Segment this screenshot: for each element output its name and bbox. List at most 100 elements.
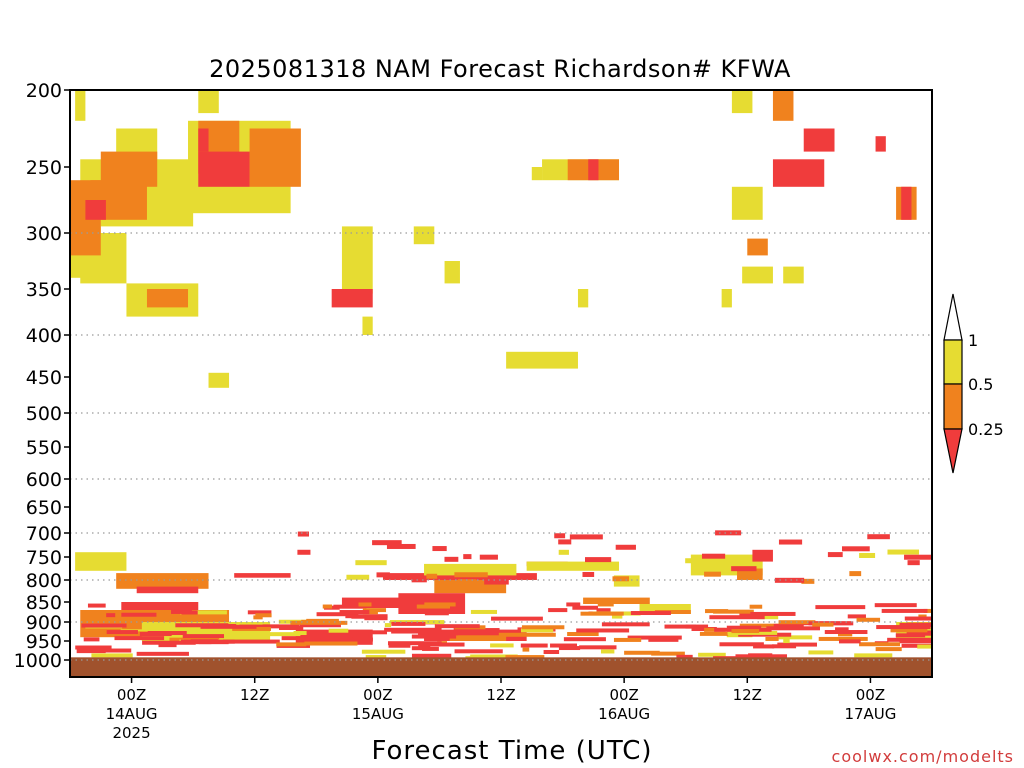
ri-region xyxy=(901,186,912,220)
ri-streak xyxy=(182,634,225,639)
ri-streak xyxy=(698,652,726,657)
ri-streak xyxy=(411,653,452,658)
ri-streak xyxy=(91,653,133,658)
ri-region xyxy=(772,90,794,121)
x-tick-label: 12Z xyxy=(486,686,515,704)
ri-region xyxy=(731,186,763,220)
ri-streak xyxy=(304,641,358,646)
ri-streak xyxy=(699,631,729,636)
legend-bin xyxy=(943,383,963,430)
ri-streak xyxy=(685,624,697,629)
ri-streak xyxy=(881,608,928,613)
ri-streak xyxy=(426,573,438,579)
ri-streak xyxy=(505,655,545,660)
y-tick-label: 600 xyxy=(26,469,62,491)
ri-streak xyxy=(87,603,106,608)
legend-label: 0.25 xyxy=(968,420,1004,439)
ri-streak xyxy=(276,642,307,647)
ri-streak xyxy=(701,553,726,559)
ri-streak xyxy=(847,614,866,619)
ri-streak xyxy=(918,614,927,619)
ri-streak xyxy=(281,636,311,641)
legend-arrow-bottom xyxy=(943,428,963,474)
credit-text[interactable]: coolwx.com/modelts xyxy=(832,747,1014,766)
ri-streak xyxy=(904,554,932,560)
ri-streak xyxy=(470,609,498,614)
ri-streak xyxy=(457,579,477,585)
ri-streak xyxy=(463,554,472,560)
x-tick-label: 00Z xyxy=(609,686,638,704)
ri-streak xyxy=(454,649,503,654)
ri-streak xyxy=(279,625,304,630)
ri-streak xyxy=(454,572,488,578)
ri-streak xyxy=(333,604,367,609)
y-tick-label: 800 xyxy=(26,570,62,592)
ri-streak xyxy=(875,647,902,652)
ri-streak xyxy=(293,631,307,636)
ri-streak xyxy=(579,645,617,650)
ri-region xyxy=(742,266,773,284)
y-tick-label: 350 xyxy=(26,279,62,301)
y-axis: 200 250 300 350 400 450 500 550 600 650 7007508008… xyxy=(14,80,70,672)
ri-streak xyxy=(520,628,554,633)
ri-streak xyxy=(106,630,138,635)
ri-streak xyxy=(709,615,765,620)
ri-region xyxy=(803,128,835,152)
ri-streak xyxy=(835,627,849,632)
ri-streak xyxy=(490,643,514,648)
plot-area xyxy=(70,90,932,677)
ri-streak xyxy=(200,624,257,629)
ri-streak xyxy=(563,637,606,642)
ri-streak xyxy=(448,608,457,613)
ri-streak xyxy=(808,650,834,655)
ri-block xyxy=(234,573,291,578)
ri-streak xyxy=(121,612,157,617)
ri-block xyxy=(136,586,199,594)
ri-streak xyxy=(424,611,449,616)
ri-streak xyxy=(180,610,227,615)
ri-streak xyxy=(901,643,932,648)
ri-streak xyxy=(391,621,426,626)
ri-streak xyxy=(838,632,853,637)
ri-streak xyxy=(299,623,341,628)
ri-streak xyxy=(558,549,569,555)
ri-streak xyxy=(890,628,928,633)
y-tick-label: 650 xyxy=(26,497,62,519)
ri-streak xyxy=(370,630,387,635)
ri-region xyxy=(331,289,373,308)
ri-streak xyxy=(776,635,813,640)
y-tick-label: 900 xyxy=(26,612,62,634)
ri-streak xyxy=(597,602,614,607)
ri-streak xyxy=(849,571,862,577)
y-tick-label: 700 xyxy=(26,523,62,545)
ri-streak xyxy=(750,611,796,616)
ri-streak xyxy=(841,546,870,552)
ri-streak xyxy=(376,572,390,578)
ri-streak xyxy=(753,644,775,649)
ri-streak xyxy=(648,637,679,642)
ri-streak xyxy=(704,571,721,577)
ri-streak xyxy=(253,615,263,620)
ri-streak xyxy=(739,623,792,628)
ri-streak xyxy=(615,544,636,550)
ri-streak xyxy=(887,637,932,642)
ri-streak xyxy=(585,557,612,563)
ri-streak xyxy=(147,631,187,636)
y-tick-label: 500 xyxy=(26,403,62,425)
chart-title: 2025081318 NAM Forecast Richardson# KFWA xyxy=(209,55,791,83)
ri-streak xyxy=(569,534,603,540)
ri-streak xyxy=(416,604,451,609)
ri-streak xyxy=(550,643,578,648)
x-tick-label: 00Z xyxy=(856,686,885,704)
x-axis-title: Forecast Time (UTC) xyxy=(371,736,652,766)
ri-region xyxy=(731,90,753,114)
ri-streak xyxy=(772,644,797,649)
x-tick-label: 00Z xyxy=(363,686,392,704)
ri-region xyxy=(444,261,460,284)
ri-streak xyxy=(255,613,272,618)
ri-streak xyxy=(731,629,760,634)
ri-streak xyxy=(297,531,310,537)
ri-streak xyxy=(411,634,457,639)
ri-streak xyxy=(249,632,301,637)
ri-streak xyxy=(923,608,932,613)
